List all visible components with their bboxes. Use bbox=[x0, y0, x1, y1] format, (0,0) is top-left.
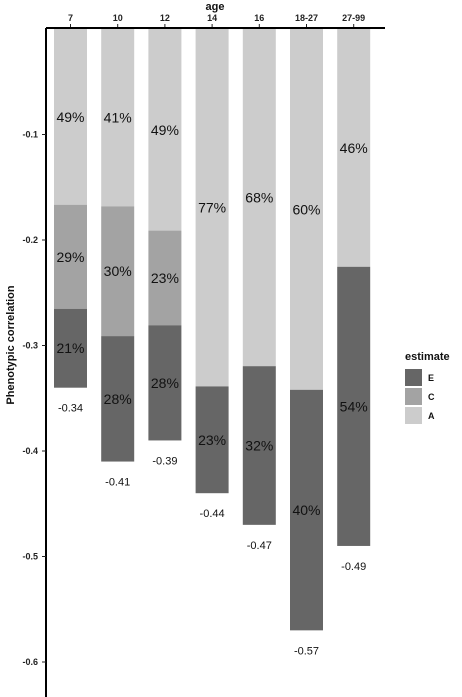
bar-segment-a-27-99 bbox=[337, 29, 371, 267]
total-label-27-99: -0.49 bbox=[341, 561, 366, 573]
pct-label-e-18-27: 40% bbox=[292, 502, 320, 518]
y-tick-label: -0.1 bbox=[22, 130, 38, 140]
x-axis-title: age bbox=[206, 1, 225, 13]
x-tick-label-18-27: 18-27 bbox=[295, 13, 318, 23]
pct-label-e-7: 21% bbox=[56, 340, 84, 356]
x-tick-label-12: 12 bbox=[160, 13, 170, 23]
x-tick-label-14: 14 bbox=[207, 13, 217, 23]
y-tick-label: -0.2 bbox=[22, 235, 38, 245]
bar-segment-a-7 bbox=[54, 29, 87, 205]
pct-label-e-27-99: 54% bbox=[340, 398, 368, 414]
legend-label-e: E bbox=[428, 373, 434, 383]
legend-label-a: A bbox=[428, 411, 435, 421]
pct-label-a-10: 41% bbox=[104, 110, 132, 126]
x-tick-label-27-99: 27-99 bbox=[342, 13, 365, 23]
pct-label-a-18-27: 60% bbox=[292, 201, 320, 217]
x-tick-label-7: 7 bbox=[68, 13, 73, 23]
x-tick-label-16: 16 bbox=[254, 13, 264, 23]
bar-segment-e-27-99 bbox=[337, 266, 371, 546]
bar-segment-c-7 bbox=[54, 204, 87, 309]
pct-label-c-7: 29% bbox=[56, 249, 84, 265]
pct-label-e-14: 23% bbox=[198, 432, 226, 448]
legend-label-c: C bbox=[428, 392, 435, 402]
bar-segment-a-12 bbox=[148, 29, 182, 231]
total-label-12: -0.39 bbox=[152, 455, 177, 467]
bar-segment-a-16 bbox=[242, 29, 276, 367]
pct-label-c-12: 23% bbox=[151, 270, 179, 286]
bar-segment-a-18-27 bbox=[290, 29, 323, 390]
bar-segment-e-14 bbox=[195, 386, 229, 494]
pct-label-a-7: 49% bbox=[56, 109, 84, 125]
legend-swatch-a bbox=[405, 407, 422, 424]
y-tick-label: -0.3 bbox=[22, 341, 38, 351]
total-label-7: -0.34 bbox=[58, 403, 83, 415]
pct-label-e-16: 32% bbox=[245, 438, 273, 454]
legend-swatch-c bbox=[405, 388, 422, 405]
bar-segment-c-12 bbox=[148, 230, 182, 326]
bar-segment-e-16 bbox=[242, 366, 276, 525]
total-label-14: -0.44 bbox=[200, 508, 225, 520]
pct-label-e-10: 28% bbox=[104, 391, 132, 407]
y-tick-label: -0.6 bbox=[22, 657, 38, 667]
bar-group bbox=[54, 29, 371, 631]
pct-label-c-10: 30% bbox=[104, 263, 132, 279]
y-tick-label: -0.4 bbox=[22, 446, 38, 456]
legend-title: estimate bbox=[405, 351, 450, 363]
pct-label-a-14: 77% bbox=[198, 200, 226, 216]
y-tick-label: -0.5 bbox=[22, 552, 38, 562]
pct-label-a-12: 49% bbox=[151, 122, 179, 138]
bar-segment-e-18-27 bbox=[290, 389, 323, 631]
pct-label-a-27-99: 46% bbox=[340, 140, 368, 156]
pct-label-a-16: 68% bbox=[245, 190, 273, 206]
x-tick-label-10: 10 bbox=[113, 13, 123, 23]
total-label-18-27: -0.57 bbox=[294, 645, 319, 657]
pct-label-e-12: 28% bbox=[151, 375, 179, 391]
bar-segment-a-14 bbox=[195, 29, 229, 387]
bar-segment-c-10 bbox=[101, 206, 135, 337]
bar-segment-a-10 bbox=[101, 29, 135, 207]
axes-group: 7 10 12 14 16 18-27 27-99 -0.1 -0.2 -0.3 -0.4 -0.5 -… bbox=[5, 1, 385, 697]
y-axis-title: Phenotypic correlation bbox=[5, 285, 17, 404]
bar-label-group: 49% 29% 21% -0.34 41% 30% 28% -0.41 49% 23% 28% -0.… bbox=[56, 109, 367, 657]
total-label-16: -0.47 bbox=[247, 540, 272, 552]
bar-segment-e-7 bbox=[54, 308, 87, 388]
total-label-10: -0.41 bbox=[105, 477, 130, 489]
legend-swatch-e bbox=[405, 369, 422, 386]
bar-segment-e-12 bbox=[148, 325, 182, 441]
legend: estimate ECA bbox=[405, 351, 450, 424]
bar-segment-e-10 bbox=[101, 336, 135, 462]
